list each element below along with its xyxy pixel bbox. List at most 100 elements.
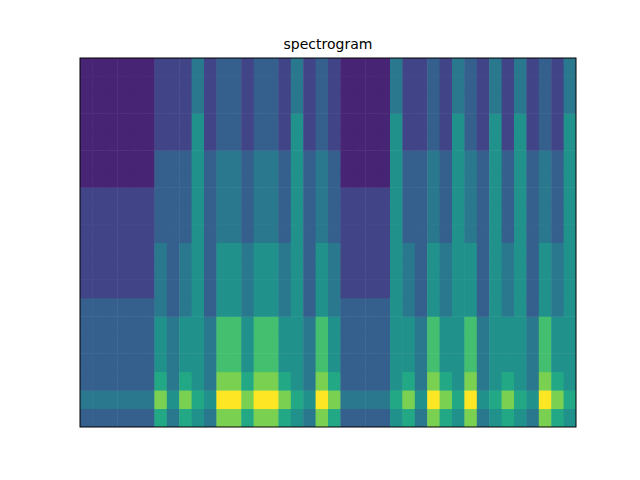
cell	[291, 95, 304, 114]
cell	[229, 58, 242, 77]
cell	[303, 261, 316, 280]
cell	[427, 335, 440, 354]
cell	[502, 335, 515, 354]
cell	[154, 150, 167, 169]
cell	[92, 335, 105, 354]
cell	[105, 279, 118, 298]
cell	[514, 243, 527, 262]
cell	[415, 224, 428, 243]
cell	[92, 95, 105, 114]
cell	[427, 261, 440, 280]
cell	[80, 187, 93, 206]
cell	[154, 279, 167, 298]
cell	[241, 58, 254, 77]
cell	[328, 224, 341, 243]
cell	[365, 76, 378, 95]
cell	[316, 224, 329, 243]
cell	[328, 169, 341, 188]
cell	[179, 335, 192, 354]
cell	[539, 335, 552, 354]
cell	[142, 169, 155, 188]
cell	[514, 316, 527, 335]
cell	[340, 298, 353, 317]
cell	[415, 335, 428, 354]
cell	[117, 390, 130, 409]
cell	[105, 243, 118, 262]
cell	[278, 409, 291, 427]
cell	[378, 132, 391, 151]
cell	[526, 353, 539, 372]
cell	[452, 279, 465, 298]
cell	[452, 113, 465, 132]
cell	[80, 132, 93, 151]
cell	[328, 113, 341, 132]
cell	[303, 390, 316, 409]
cell	[551, 353, 564, 372]
cell	[142, 113, 155, 132]
cell	[564, 169, 576, 188]
cell	[192, 390, 205, 409]
cell	[179, 58, 192, 77]
cell	[464, 409, 477, 427]
cell	[378, 243, 391, 262]
cell	[105, 206, 118, 225]
cell	[464, 298, 477, 317]
cell	[192, 150, 205, 169]
cell	[105, 187, 118, 206]
cell	[154, 113, 167, 132]
cell	[167, 206, 180, 225]
cell	[477, 132, 490, 151]
cell	[167, 113, 180, 132]
cell	[291, 187, 304, 206]
cell	[378, 279, 391, 298]
cell	[502, 353, 515, 372]
cell	[266, 316, 279, 335]
cell	[427, 409, 440, 427]
cell	[254, 113, 267, 132]
cell	[551, 372, 564, 391]
cell	[328, 95, 341, 114]
cell	[204, 169, 217, 188]
cell	[92, 353, 105, 372]
cell	[316, 298, 329, 317]
cell	[514, 58, 527, 77]
cell	[254, 409, 267, 427]
cell	[526, 298, 539, 317]
cell	[402, 335, 415, 354]
cell	[154, 224, 167, 243]
cell	[278, 390, 291, 409]
cell	[167, 169, 180, 188]
cell	[526, 95, 539, 114]
cell	[167, 372, 180, 391]
cell	[241, 187, 254, 206]
cell	[378, 353, 391, 372]
cell	[80, 316, 93, 335]
cell	[340, 58, 353, 77]
cell	[427, 113, 440, 132]
cell	[254, 353, 267, 372]
cell	[117, 224, 130, 243]
cell	[179, 206, 192, 225]
cell	[291, 316, 304, 335]
cell	[402, 58, 415, 77]
cell	[328, 298, 341, 317]
cell	[291, 58, 304, 77]
cell	[291, 206, 304, 225]
cell	[502, 132, 515, 151]
cell	[415, 298, 428, 317]
cell	[179, 316, 192, 335]
cell	[105, 372, 118, 391]
cell	[365, 353, 378, 372]
cell	[192, 95, 205, 114]
cell	[130, 169, 143, 188]
cell	[452, 353, 465, 372]
cell	[489, 390, 502, 409]
cell	[266, 206, 279, 225]
cell	[539, 409, 552, 427]
cell	[229, 95, 242, 114]
cell	[340, 95, 353, 114]
cell	[551, 132, 564, 151]
cell	[291, 76, 304, 95]
cell	[80, 169, 93, 188]
cell	[452, 316, 465, 335]
